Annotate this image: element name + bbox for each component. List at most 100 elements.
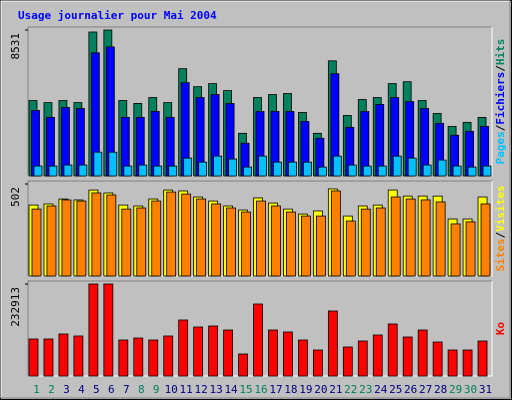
bar xyxy=(375,207,386,277)
x-tick-label: 28 xyxy=(434,383,447,396)
x-tick-label: 15 xyxy=(239,383,252,396)
bar xyxy=(93,151,103,177)
legend-entry: Sites xyxy=(494,238,507,271)
legend: Sites/Visites xyxy=(494,185,507,271)
bar xyxy=(73,335,84,377)
x-tick-label: 18 xyxy=(284,383,297,396)
bar xyxy=(138,164,148,177)
bar xyxy=(480,203,491,277)
bar xyxy=(271,205,281,277)
bar xyxy=(312,349,323,377)
x-tick-label: 23 xyxy=(359,383,372,396)
bar xyxy=(301,215,311,277)
bar xyxy=(181,193,192,277)
bar xyxy=(58,333,69,377)
bar xyxy=(223,329,233,377)
legend-separator: / xyxy=(494,231,507,238)
bar xyxy=(196,198,207,277)
x-tick-label: 26 xyxy=(404,383,417,396)
bar xyxy=(211,203,222,277)
bar xyxy=(118,339,129,377)
legend-entry: Visites xyxy=(494,185,507,231)
x-tick-label: 29 xyxy=(449,383,462,396)
bar xyxy=(258,155,267,177)
x-tick-label: 27 xyxy=(419,383,432,396)
bar xyxy=(462,349,473,377)
bar xyxy=(342,346,353,377)
bar xyxy=(208,325,219,377)
x-tick-label: 9 xyxy=(153,383,160,396)
bar xyxy=(286,211,296,277)
legend-entry: Ko xyxy=(494,322,507,336)
bar xyxy=(435,201,446,277)
bar xyxy=(193,326,204,377)
bar xyxy=(362,165,372,177)
bar xyxy=(360,208,371,277)
x-tick-label: 3 xyxy=(63,383,70,396)
bar xyxy=(253,303,263,377)
bar xyxy=(106,194,117,277)
y-tick-label: 232913 xyxy=(9,287,22,327)
x-tick-label: 31 xyxy=(479,383,492,396)
bar xyxy=(226,207,236,277)
bar xyxy=(315,215,326,277)
bar xyxy=(163,335,174,377)
y-tick-label: 8531 xyxy=(9,33,22,60)
bar xyxy=(452,165,462,177)
bar xyxy=(387,323,398,377)
bar xyxy=(166,191,177,277)
bar xyxy=(347,164,357,177)
x-tick-label: 5 xyxy=(93,383,100,396)
bar xyxy=(48,165,58,177)
legend-separator: / xyxy=(494,124,507,131)
legend-entry: Hits xyxy=(494,39,507,66)
chart-title: Usage journalier pour Mai 2004 xyxy=(18,9,217,22)
bar xyxy=(377,165,387,177)
bar xyxy=(76,200,87,277)
bar xyxy=(153,165,163,177)
bar xyxy=(228,158,237,177)
legend-entry: Pages xyxy=(494,131,507,164)
bar xyxy=(91,192,102,277)
bar xyxy=(317,166,327,177)
x-tick-label: 8 xyxy=(138,383,145,396)
x-tick-label: 16 xyxy=(254,383,267,396)
bar xyxy=(43,338,54,377)
bar xyxy=(330,190,341,277)
bar xyxy=(168,165,178,177)
legend: Pages/Fichiers/Hits xyxy=(494,39,507,165)
bar xyxy=(283,331,293,377)
bar xyxy=(417,329,428,377)
x-tick-label: 19 xyxy=(299,383,312,396)
bar xyxy=(465,221,476,277)
x-tick-label: 10 xyxy=(165,383,178,396)
x-tick-label: 30 xyxy=(464,383,477,396)
bar xyxy=(447,349,458,377)
bar xyxy=(123,165,133,177)
x-tick-label: 24 xyxy=(374,383,388,396)
bar xyxy=(33,165,43,177)
bar xyxy=(243,166,252,177)
x-tick-label: 6 xyxy=(108,383,115,396)
x-tick-label: 11 xyxy=(180,383,193,396)
x-tick-label: 2 xyxy=(48,383,55,396)
bar xyxy=(467,166,477,177)
x-tick-label: 20 xyxy=(314,383,327,396)
x-tick-label: 21 xyxy=(329,383,342,396)
bar xyxy=(121,208,132,277)
bar xyxy=(31,208,42,277)
bar xyxy=(420,199,431,277)
bar xyxy=(63,164,73,177)
bar xyxy=(303,161,312,177)
x-tick-label: 4 xyxy=(78,383,85,396)
bar xyxy=(402,336,413,377)
bar xyxy=(88,283,99,377)
x-tick-label: 22 xyxy=(344,383,357,396)
bar xyxy=(151,200,162,277)
bar xyxy=(477,340,488,377)
bar xyxy=(198,161,208,177)
bar xyxy=(238,353,248,377)
bar xyxy=(241,211,251,277)
